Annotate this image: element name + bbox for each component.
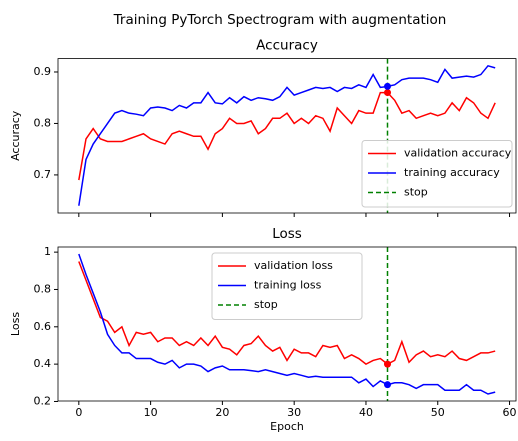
y-tick-label: 0.9 [34, 65, 52, 78]
legend-box [211, 252, 363, 320]
x-tick-label: 60 [503, 406, 517, 419]
y-tick-label: 0.4 [34, 357, 52, 370]
x-tick-label: 20 [215, 406, 229, 419]
stop-marker [384, 381, 392, 389]
line-series [78, 253, 496, 395]
legend-label: training accuracy [404, 166, 500, 179]
x-tick-label: 10 [144, 406, 158, 419]
x-tick-label: 30 [287, 406, 301, 419]
y-axis-label: Accuracy [9, 110, 22, 161]
legend-label: validation loss [254, 259, 333, 272]
stop-marker [384, 82, 392, 90]
y-tick-label: 0.7 [34, 168, 52, 181]
stop-marker [384, 89, 392, 97]
legend: validation accuracy training accuracy stop [361, 140, 513, 208]
legend-label: validation accuracy [404, 147, 512, 160]
y-tick-label: 1 [44, 245, 51, 258]
legend-box [361, 140, 513, 208]
axes-frame [57, 58, 517, 214]
stop-marker [384, 360, 392, 368]
x-tick-label: 40 [359, 406, 373, 419]
x-axis-label: Epoch [270, 420, 304, 433]
line-series [78, 64, 496, 206]
axes-title: Accuracy [256, 38, 318, 54]
legend-label: stop [254, 298, 278, 311]
y-tick-label: 0.6 [34, 320, 52, 333]
legend-label: training loss [254, 279, 322, 292]
legend: validation loss training loss stop [211, 252, 363, 320]
axes-frame [57, 246, 517, 402]
figure-title: Training PyTorch Spectrogram with augmen… [113, 12, 447, 28]
legend-label: stop [404, 186, 428, 199]
plot-area [78, 247, 496, 401]
y-axis-label: Loss [9, 312, 22, 336]
line-series [78, 261, 496, 366]
axes-title: Loss [272, 226, 302, 242]
x-tick-label: 50 [431, 406, 445, 419]
y-tick-label: 0.2 [34, 394, 52, 407]
x-tick-label: 0 [75, 406, 82, 419]
y-tick-label: 0.8 [34, 116, 52, 129]
line-series [78, 91, 496, 181]
y-tick-label: 0.8 [34, 282, 52, 295]
